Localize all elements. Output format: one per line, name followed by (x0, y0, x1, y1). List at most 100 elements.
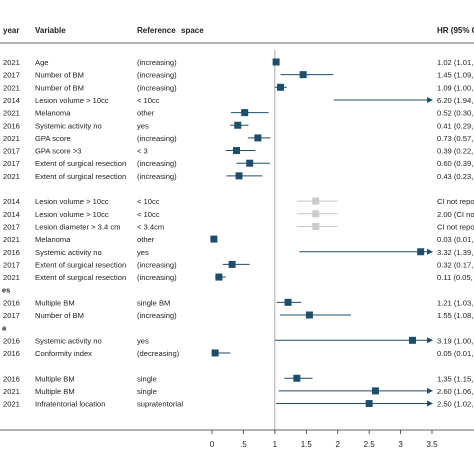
row-variable: Multiple BM (35, 387, 75, 396)
table-row: 2017 Number of BM (increasing) 1.45 (1.09, (3, 71, 473, 80)
row-year: 2014 (3, 96, 20, 105)
row-year: 2014 (3, 210, 20, 219)
table-row: 2014 Lesion volume > 10cc < 10cc 6.20 (1.94… (3, 96, 473, 105)
row-hr-text: 1.35 (1.15, (437, 374, 473, 383)
x-tick-label: .5 (240, 440, 247, 449)
table-row: 2016 Multiple BM single BM 1.21 (1.03, (3, 298, 473, 307)
hr-marker (371, 387, 379, 395)
row-hr-text: 0.32 (0.17, (437, 260, 473, 269)
row-variable: Lesion diameter > 3.4 cm (35, 222, 120, 231)
row-year: 2021 (3, 273, 20, 282)
row-variable: Extent of surgical resection (35, 273, 126, 282)
ci-arrow (427, 96, 433, 103)
row-year: 2021 (3, 400, 20, 409)
hr-marker (272, 58, 280, 66)
row-reference: (increasing) (137, 311, 177, 320)
table-row: 2021 Number of BM (increasing) 1.09 (1.00, (3, 83, 473, 92)
header-space: space (181, 26, 204, 35)
row-hr-text: CI not repo (437, 197, 474, 206)
section-label: a (2, 324, 7, 333)
hr-marker (235, 172, 243, 180)
hr-marker (312, 197, 320, 205)
hr-marker (210, 235, 218, 243)
row-variable: Conformity index (35, 349, 92, 358)
row-year: 2017 (3, 260, 20, 269)
row-reference: < 3 (137, 147, 148, 156)
row-reference: single (137, 374, 157, 383)
row-reference: (increasing) (137, 71, 177, 80)
hr-marker (312, 222, 320, 230)
table-row: 2021 Extent of surgical resection (increas… (3, 172, 473, 181)
row-hr-text: 0.43 (0.23, (437, 172, 473, 181)
row-reference: other (137, 235, 155, 244)
row-variable: Number of BM (35, 83, 84, 92)
row-reference: (increasing) (137, 273, 177, 282)
row-variable: GPA score >3 (35, 147, 82, 156)
row-year: 2017 (3, 159, 20, 168)
ci-arrow (427, 248, 433, 255)
x-tick-label: 1.5 (301, 440, 313, 449)
row-variable: Extent of surgical resection (35, 172, 126, 181)
row-reference: (decreasing) (137, 349, 180, 358)
row-reference: single BM (137, 298, 170, 307)
x-tick-label: 3 (398, 440, 403, 449)
table-row: 2016 Multiple BM single 1.35 (1.15, (3, 374, 473, 383)
row-variable: Systemic activity no (35, 336, 102, 345)
header-hr: HR (95% CI (437, 26, 474, 35)
x-tick-label: 0 (210, 440, 215, 449)
table-row: 2017 GPA score >3 < 3 0.39 (0.22, (3, 147, 473, 156)
row-reference: < 3.4cm (137, 222, 164, 231)
row-reference: (increasing) (137, 134, 177, 143)
table-row: 2021 Multiple BM single 2.60 (1.06, (3, 387, 473, 396)
row-reference: < 10cc (137, 197, 160, 206)
row-year: 2016 (3, 248, 20, 257)
row-variable: Lesion volume > 10cc (35, 96, 109, 105)
row-hr-text: 2.60 (1.06, (437, 387, 473, 396)
row-hr-text: 0.60 (0.39, (437, 159, 473, 168)
row-reference: yes (137, 121, 149, 130)
table-row: 2016 Systemic activity no yes 3.32 (1.39, (3, 248, 473, 257)
row-hr-text: 0.03 (0.01, (437, 235, 473, 244)
row-hr-text: 0.52 (0.30, (437, 109, 473, 118)
row-hr-text: 3.19 (1.00, (437, 336, 473, 345)
row-variable: Number of BM (35, 311, 84, 320)
hr-marker (228, 260, 236, 268)
row-year: 2016 (3, 298, 20, 307)
row-year: 2016 (3, 121, 20, 130)
row-year: 2014 (3, 197, 20, 206)
row-hr-text: 1.55 (1.08, (437, 311, 473, 320)
row-year: 2021 (3, 172, 20, 181)
row-hr-text: 2.50 (1.02, (437, 400, 473, 409)
table-row: 2021 Infratentorial location supratentoria… (3, 400, 473, 409)
row-variable: Infratentorial location (35, 400, 106, 409)
row-hr-text: 0.11 (0.05, (437, 273, 473, 282)
hr-marker (211, 349, 219, 357)
hr-marker (365, 400, 373, 408)
hr-marker (312, 210, 320, 218)
row-hr-text: 0.39 (0.22, (437, 147, 473, 156)
header-variable: Variable (35, 26, 66, 35)
hr-marker (215, 273, 223, 281)
row-hr-text: 1.45 (1.09, (437, 71, 473, 80)
header-row: year Variable Reference space HR (95% CI (3, 26, 474, 35)
table-row: 2017 Extent of surgical resection (increas… (3, 159, 473, 168)
table-row: 2017 Number of BM (increasing) 1.55 (1.08, (3, 311, 473, 320)
row-reference: yes (137, 248, 149, 257)
hr-marker (246, 159, 254, 167)
row-reference: (increasing) (137, 172, 177, 181)
row-variable: Systemic activity no (35, 248, 102, 257)
row-year: 2016 (3, 374, 20, 383)
row-hr-text: CI not repo (437, 222, 474, 231)
row-year: 2021 (3, 109, 20, 118)
row-year: 2021 (3, 235, 20, 244)
row-year: 2017 (3, 222, 20, 231)
row-variable: Multiple BM (35, 298, 75, 307)
table-row: 2016 Systemic activity no yes 0.41 (0.29, (3, 121, 473, 130)
header-year: year (3, 26, 19, 35)
row-hr-text: 0.41 (0.29, (437, 121, 473, 130)
row-year: 2016 (3, 349, 20, 358)
hr-marker (254, 134, 262, 142)
row-year: 2017 (3, 311, 20, 320)
hr-marker (305, 311, 313, 319)
